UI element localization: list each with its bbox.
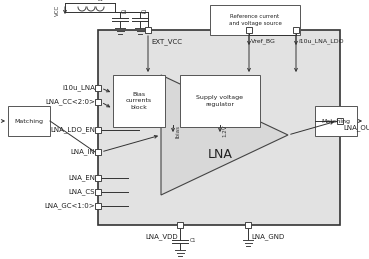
Bar <box>98 30 340 225</box>
Bar <box>113 75 165 127</box>
Bar <box>95 175 101 181</box>
Text: Matching: Matching <box>321 119 351 124</box>
Text: LNA: LNA <box>207 148 232 162</box>
Bar <box>177 222 183 228</box>
Text: LNA_GC<1:0>: LNA_GC<1:0> <box>44 203 95 209</box>
Text: LNA_CC<2:0>: LNA_CC<2:0> <box>45 99 95 105</box>
Bar <box>95 149 101 155</box>
Text: VCC: VCC <box>55 4 60 16</box>
Text: C3: C3 <box>121 10 128 15</box>
Text: LNA_VDD: LNA_VDD <box>145 233 178 240</box>
Text: LNA_EN: LNA_EN <box>68 175 95 181</box>
Text: i10u_LNA: i10u_LNA <box>62 85 95 91</box>
Text: EXT_VCC: EXT_VCC <box>151 38 182 45</box>
Text: i10u_LNA_LDO: i10u_LNA_LDO <box>298 38 344 44</box>
Polygon shape <box>161 75 288 195</box>
Bar <box>245 222 251 228</box>
Bar <box>95 127 101 133</box>
Bar <box>95 99 101 105</box>
Bar <box>145 27 151 33</box>
Text: L1: L1 <box>97 0 103 2</box>
Text: Bias
currents
block: Bias currents block <box>126 92 152 110</box>
Bar <box>95 203 101 209</box>
Bar <box>95 189 101 195</box>
Text: Supply voltage
regulator: Supply voltage regulator <box>197 95 244 107</box>
Bar <box>180 75 260 127</box>
Text: LNA_OUT: LNA_OUT <box>343 124 369 131</box>
Bar <box>95 85 101 91</box>
Bar <box>210 5 300 35</box>
Text: Reference current
and voltage source: Reference current and voltage source <box>228 15 282 26</box>
Text: Ibias: Ibias <box>175 125 180 138</box>
Text: Vref_BG: Vref_BG <box>251 38 276 44</box>
Text: 1.2V: 1.2V <box>222 125 227 137</box>
Bar <box>337 118 343 124</box>
Text: C2: C2 <box>141 10 148 15</box>
Text: Matching: Matching <box>14 119 44 124</box>
Bar <box>8 106 50 136</box>
Text: LNA_GND: LNA_GND <box>251 233 284 240</box>
Bar <box>315 106 357 136</box>
Text: LNA_IN: LNA_IN <box>70 149 95 155</box>
Bar <box>293 27 299 33</box>
Text: C1: C1 <box>190 239 197 243</box>
Text: LNA_CS: LNA_CS <box>69 189 95 195</box>
Text: LNA_LDO_EN: LNA_LDO_EN <box>50 127 95 133</box>
Bar <box>246 27 252 33</box>
